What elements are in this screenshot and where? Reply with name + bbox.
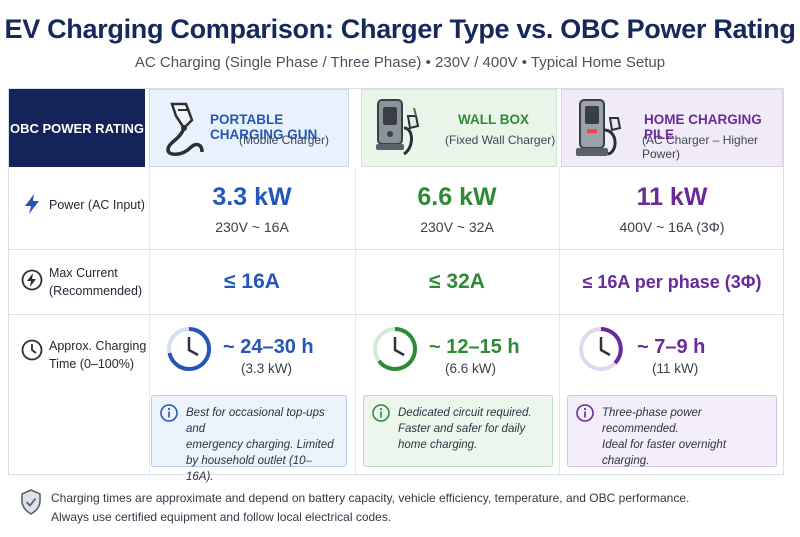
power-spec: 230V ~ 32A bbox=[420, 219, 494, 235]
column-header-portable-gun: PORTABLE CHARGING GUN (Mobile Charger) bbox=[149, 89, 349, 167]
column-divider bbox=[559, 167, 560, 476]
note-line: Ideal for faster overnight bbox=[602, 439, 727, 451]
row-label-line: Max Current bbox=[49, 266, 118, 280]
corner-header: OBC POWER RATING bbox=[9, 89, 145, 167]
power-spec: 230V ~ 16A bbox=[215, 219, 289, 235]
note-line: by household outlet (10–16A). bbox=[186, 455, 312, 483]
row-divider bbox=[9, 249, 785, 250]
info-icon bbox=[372, 404, 390, 422]
footer-disclaimer: Charging times are approximate and depen… bbox=[51, 491, 690, 505]
page-title: EV Charging Comparison: Charger Type vs.… bbox=[4, 14, 796, 44]
info-icon bbox=[576, 404, 594, 422]
power-spec: 400V ~ 16A (3Φ) bbox=[619, 219, 725, 235]
wall-box-icon bbox=[376, 99, 420, 156]
column-title: WALL BOX bbox=[458, 112, 530, 127]
column-title: PORTABLE CHARGING GUN bbox=[210, 112, 318, 142]
info-note: Dedicated circuit required. Faster and s… bbox=[363, 395, 553, 467]
column-header-wall-box: WALL BOX (Fixed Wall Charger) bbox=[361, 89, 557, 167]
info-icon bbox=[160, 404, 178, 422]
current-value: ≤ 16A bbox=[224, 270, 280, 293]
note-line: Dedicated circuit required. bbox=[398, 407, 532, 419]
charging-pile-icon bbox=[576, 99, 622, 156]
current-value: ≤ 16A per phase (3Φ) bbox=[582, 272, 762, 292]
shield-check-icon bbox=[21, 489, 41, 515]
note-line: Faster and safer for daily bbox=[398, 423, 526, 435]
row-label-line: (Recommended) bbox=[49, 284, 143, 298]
charging-time-clock-icon bbox=[579, 327, 623, 371]
row-label-power: Power (AC Input) bbox=[49, 198, 145, 212]
column-divider bbox=[355, 167, 356, 476]
footer-advice: Always use certified equipment and follo… bbox=[51, 510, 392, 524]
column-subtitle: (Mobile Charger) bbox=[239, 133, 330, 147]
info-note-text: Three-phase power recommended. Ideal for… bbox=[602, 405, 768, 469]
column-title: HOME CHARGING PILE bbox=[644, 112, 762, 142]
charging-time-value: ~ 7–9 h bbox=[637, 336, 706, 358]
clock-icon bbox=[21, 339, 43, 361]
charging-time-clock-icon bbox=[167, 326, 212, 371]
row-label-line: Time (0–100%) bbox=[49, 357, 134, 371]
comparison-table: OBC POWER RATING PORTABLE CHARGING GUN (… bbox=[8, 88, 785, 483]
row-label-time: Approx. Charging Time (0–100%) bbox=[49, 337, 146, 373]
note-line: emergency charging. Limited bbox=[186, 439, 334, 451]
column-subtitle: (AC Charger – Higher Power) bbox=[642, 133, 759, 161]
column-divider bbox=[149, 167, 150, 476]
charging-gun-icon bbox=[166, 102, 204, 156]
power-value: 6.6 kW bbox=[417, 183, 497, 211]
row-label-current: Max Current (Recommended) bbox=[49, 264, 142, 300]
current-value: ≤ 32A bbox=[429, 270, 485, 293]
info-note: Best for occasional top-ups and emergenc… bbox=[151, 395, 347, 483]
page-subtitle: AC Charging (Single Phase / Three Phase)… bbox=[134, 54, 666, 71]
info-note: Three-phase power recommended. Ideal for… bbox=[567, 395, 777, 467]
note-line: Three-phase power recommended. bbox=[602, 407, 702, 435]
power-value: 11 kW bbox=[636, 183, 708, 211]
column-subtitle: (Fixed Wall Charger) bbox=[445, 133, 556, 147]
charging-time-basis: (3.3 kW) bbox=[241, 361, 293, 376]
lightning-circle-icon bbox=[21, 269, 43, 291]
info-note-text: Best for occasional top-ups and emergenc… bbox=[186, 405, 338, 485]
note-line: home charging. bbox=[398, 439, 478, 451]
info-note-text: Dedicated circuit required. Faster and s… bbox=[398, 405, 544, 453]
note-line: charging. bbox=[602, 455, 650, 467]
row-divider bbox=[9, 314, 785, 315]
charging-time-value: ~ 24–30 h bbox=[223, 336, 314, 358]
lightning-bolt-icon bbox=[25, 194, 39, 214]
charging-time-basis: (6.6 kW) bbox=[445, 361, 497, 376]
column-header-home-pile: HOME CHARGING PILE (AC Charger – Higher … bbox=[561, 89, 783, 167]
power-value: 3.3 kW bbox=[212, 183, 292, 211]
charging-time-clock-icon bbox=[373, 327, 417, 371]
charging-time-basis: (11 kW) bbox=[652, 361, 699, 376]
row-label-line: Approx. Charging bbox=[49, 339, 147, 353]
note-line: Best for occasional top-ups and bbox=[186, 407, 325, 435]
charging-time-value: ~ 12–15 h bbox=[429, 336, 520, 358]
